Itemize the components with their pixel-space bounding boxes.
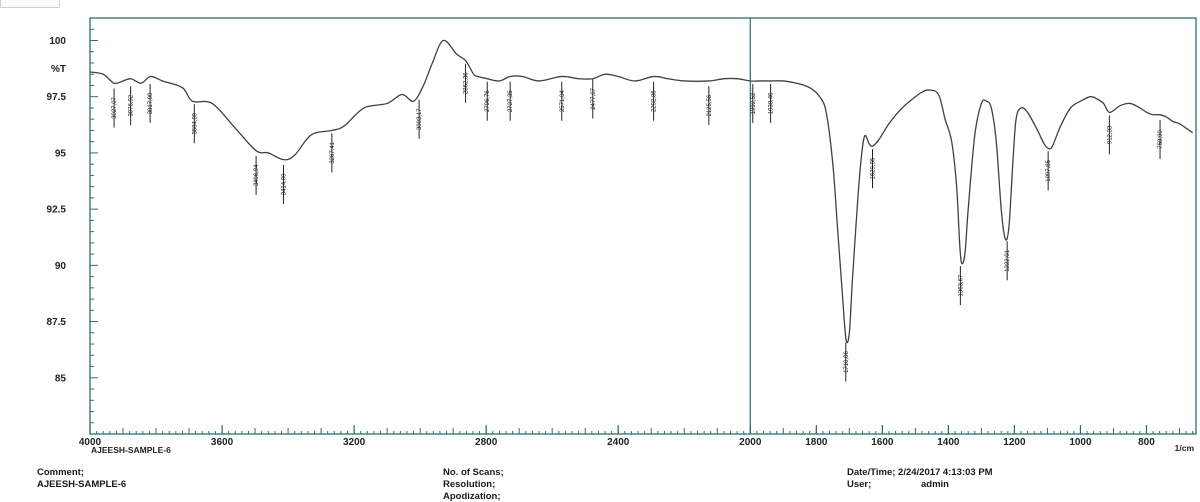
peak-marker: 1629,85 bbox=[871, 149, 877, 189]
x-tick-label: 1200 bbox=[1003, 437, 1026, 448]
peak-marker: 912,33 bbox=[1107, 115, 1113, 155]
plot-frame bbox=[89, 17, 1197, 435]
peak-label: 2727,35 bbox=[508, 90, 514, 112]
peak-marker: 2571,04 bbox=[560, 81, 566, 121]
x-tick-label: 1400 bbox=[937, 437, 960, 448]
window-corner-tab bbox=[0, 0, 60, 8]
y-tick-label: 97.5 bbox=[47, 92, 67, 103]
user-label: User; bbox=[847, 479, 872, 490]
peak-label: 3684,09 bbox=[192, 112, 198, 134]
y-tick-label: 90 bbox=[55, 261, 67, 272]
peak-marker: 3003,17 bbox=[417, 99, 423, 139]
peak-marker: 3684,09 bbox=[192, 104, 198, 144]
peak-marker: 1938,46 bbox=[769, 83, 775, 123]
y-tick-label: 87.5 bbox=[47, 317, 67, 328]
peak-marker: 3414,00 bbox=[281, 164, 287, 204]
y-tick-label: 85 bbox=[55, 373, 67, 384]
peak-label: 3267,41 bbox=[330, 141, 336, 163]
peak-label: 2571,04 bbox=[560, 90, 566, 112]
peak-label: 1363,67 bbox=[958, 274, 964, 296]
peak-marker: 1097,85 bbox=[1046, 151, 1052, 191]
peak-marker: 2292,85 bbox=[652, 81, 658, 121]
peak-marker: 2796,76 bbox=[485, 81, 491, 121]
peak-label: 912,33 bbox=[1107, 125, 1113, 144]
x-tick-label: 2400 bbox=[607, 437, 630, 448]
peak-marker: 1992,52 bbox=[751, 83, 757, 123]
peak-marker: 3267,41 bbox=[330, 133, 336, 173]
peak-marker: 2862,36 bbox=[464, 63, 470, 103]
x-tick-label: 3600 bbox=[211, 437, 234, 448]
x-tick-label: 2800 bbox=[475, 437, 498, 448]
peak-label: 3414,00 bbox=[281, 173, 287, 195]
datetime-label: Date/Time; 2/24/2017 4:13:03 PM bbox=[847, 467, 993, 478]
comment-label: Comment; bbox=[37, 467, 84, 478]
peak-marker: 2477,07 bbox=[591, 79, 597, 119]
peak-marker: 1710,86 bbox=[844, 342, 850, 382]
peak-label: 1222,01 bbox=[1005, 249, 1011, 271]
peak-marker: 3876,92 bbox=[129, 86, 135, 126]
x-tick-label: 1600 bbox=[871, 437, 894, 448]
comment-value: AJEESH-SAMPLE-6 bbox=[37, 479, 127, 490]
peak-label: 1629,85 bbox=[871, 157, 877, 179]
ir-spectrum-chart: 100 97.5 95 92.5 90 87.5 85 %T 4000 3600 3200 2800 2… bbox=[47, 17, 1197, 455]
peak-label: 1992,52 bbox=[751, 92, 757, 114]
peak-marker: 2125,56 bbox=[707, 86, 713, 126]
x-tick-label: 1000 bbox=[1069, 437, 1092, 448]
x-tick-label: 800 bbox=[1138, 437, 1155, 448]
apodization-label: Apodization; bbox=[443, 491, 501, 502]
peak-marker: 3496,94 bbox=[254, 155, 260, 195]
x-tick-label: 1800 bbox=[805, 437, 828, 448]
peak-marker: 1363,67 bbox=[958, 266, 964, 306]
peak-label: 3003,17 bbox=[417, 108, 423, 130]
peak-label: 2292,85 bbox=[652, 90, 658, 112]
peak-label: 758,90 bbox=[1158, 130, 1164, 149]
sample-label: AJEESH-SAMPLE-6 bbox=[91, 445, 171, 455]
x-axis-unit-label: 1/cm bbox=[1175, 443, 1195, 453]
y-axis-unit-label: %T bbox=[51, 64, 66, 75]
y-tick-label: 92.5 bbox=[47, 205, 67, 216]
scans-label: No. of Scans; bbox=[443, 467, 504, 478]
peak-label: 1710,86 bbox=[844, 351, 850, 373]
resolution-label: Resolution; bbox=[443, 479, 496, 490]
peak-label: 3496,94 bbox=[254, 164, 260, 186]
peak-label: 2862,36 bbox=[464, 72, 470, 94]
user-value: admin bbox=[921, 479, 949, 490]
x-tick-label: 3200 bbox=[343, 437, 366, 448]
peak-marker: 3817,99 bbox=[148, 83, 154, 123]
peak-label: 2125,56 bbox=[707, 94, 713, 116]
peak-marker: 3927,07 bbox=[112, 88, 118, 128]
y-tick-label: 100 bbox=[49, 36, 66, 47]
peak-marker: 758,90 bbox=[1158, 119, 1164, 159]
x-tick-label: 4000 bbox=[79, 437, 102, 448]
peak-label: 3927,07 bbox=[112, 96, 118, 118]
peak-marker: 2727,35 bbox=[508, 81, 514, 121]
peak-label: 3876,92 bbox=[129, 94, 135, 116]
peak-label: 2796,76 bbox=[485, 90, 491, 112]
peak-label: 2477,07 bbox=[591, 87, 597, 109]
spectrum-line bbox=[89, 39, 1194, 344]
peak-label: 1097,85 bbox=[1046, 159, 1052, 181]
peak-label: 3817,99 bbox=[148, 92, 154, 114]
peak-label: 1938,46 bbox=[769, 92, 775, 114]
x-tick-label: 2000 bbox=[739, 437, 762, 448]
peak-marker: 1222,01 bbox=[1005, 241, 1011, 281]
y-tick-label: 95 bbox=[55, 148, 67, 159]
